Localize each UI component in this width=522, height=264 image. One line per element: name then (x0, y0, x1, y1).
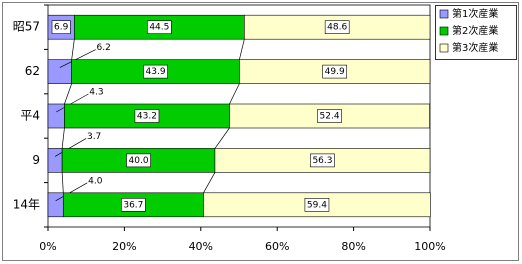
series-line (239, 39, 245, 60)
leader-line (54, 138, 87, 157)
data-label: 4.3 (89, 88, 103, 98)
data-label: 40.0 (129, 156, 149, 166)
x-tick-label: 60% (265, 240, 289, 253)
leader-line (56, 93, 89, 113)
legend-label: 第2次産業 (452, 24, 498, 37)
data-label-box (147, 20, 172, 35)
data-label: 59.4 (307, 200, 327, 210)
series-line (214, 127, 230, 149)
y-tick-label: 昭57 (13, 20, 40, 34)
legend-swatch (439, 43, 449, 53)
y-tick-label: 14年 (13, 197, 40, 211)
series-line (64, 83, 73, 105)
series-line (71, 39, 75, 60)
data-label-box (121, 198, 146, 212)
data-label-box (322, 64, 348, 79)
series-line (61, 172, 64, 193)
data-label-box (134, 109, 160, 123)
data-label-box (310, 153, 335, 168)
y-tick-label: 62 (25, 64, 40, 78)
data-label: 6.9 (54, 23, 69, 33)
x-tick-label: 80% (341, 240, 365, 253)
series-line (61, 127, 65, 149)
data-label: 4.0 (88, 176, 103, 186)
legend-swatch (439, 26, 449, 36)
data-label: 3.7 (87, 132, 101, 142)
x-tick-label: 100% (414, 240, 445, 253)
data-label-box (304, 198, 330, 212)
data-label: 48.6 (327, 23, 347, 33)
data-label-box (143, 64, 168, 79)
legend (435, 5, 517, 60)
bar-segment (47, 192, 64, 218)
y-tick-label: 平4 (20, 109, 40, 123)
data-label-box (51, 20, 71, 35)
data-label: 56.3 (312, 156, 332, 166)
data-label: 52.4 (320, 112, 340, 122)
x-tick-label: 20% (112, 240, 136, 253)
data-label: 6.2 (97, 43, 111, 53)
data-label: 43.9 (146, 67, 166, 77)
data-label-box (317, 109, 342, 123)
data-label: 44.5 (149, 23, 169, 33)
bar-segment (47, 103, 65, 129)
x-tick-label: 40% (189, 240, 213, 253)
bar-segment (47, 148, 63, 173)
legend-label: 第3次産業 (452, 41, 498, 54)
series-line (229, 83, 240, 105)
leader-line (59, 49, 96, 68)
legend-swatch (439, 9, 449, 19)
data-label-box (324, 20, 350, 35)
legend-label: 第1次産業 (452, 7, 498, 20)
data-label: 43.2 (137, 112, 157, 122)
data-label: 36.7 (123, 200, 143, 210)
y-tick-label: 9 (32, 153, 40, 167)
data-label-box (126, 153, 151, 168)
data-label: 49.9 (325, 67, 345, 77)
x-tick-label: 0% (39, 240, 56, 253)
series-line (203, 172, 216, 193)
leader-line (55, 182, 88, 202)
